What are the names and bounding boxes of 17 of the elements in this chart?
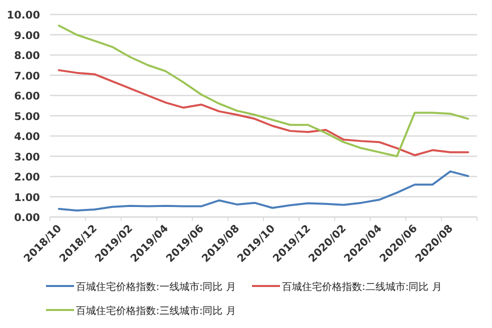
- line-series: [58, 24, 470, 158]
- line-series: [58, 69, 470, 156]
- line-series: [58, 170, 470, 212]
- y-tick-label: 6.00: [14, 90, 40, 102]
- y-tick-label: 2.00: [14, 172, 40, 184]
- legend-label: 百城住宅价格指数:一线城市:同比 月: [76, 281, 236, 293]
- legend-label: 百城住宅价格指数:二线城市:同比 月: [282, 281, 442, 293]
- y-tick-label: 9.00: [14, 30, 40, 42]
- y-tick-label: 0.00: [14, 212, 40, 224]
- y-tick-label: 3.00: [14, 151, 40, 164]
- y-tick-label: 1.00: [14, 192, 40, 204]
- y-tick-label: 10.00: [6, 10, 40, 22]
- y-tick-label: 4.00: [14, 131, 40, 143]
- legend-label: 百城住宅价格指数:三线城市:同比 月: [76, 305, 236, 317]
- y-tick-label: 8.00: [14, 50, 40, 62]
- y-tick-label: 7.00: [14, 70, 40, 82]
- y-tick-label: 5.00: [14, 110, 40, 123]
